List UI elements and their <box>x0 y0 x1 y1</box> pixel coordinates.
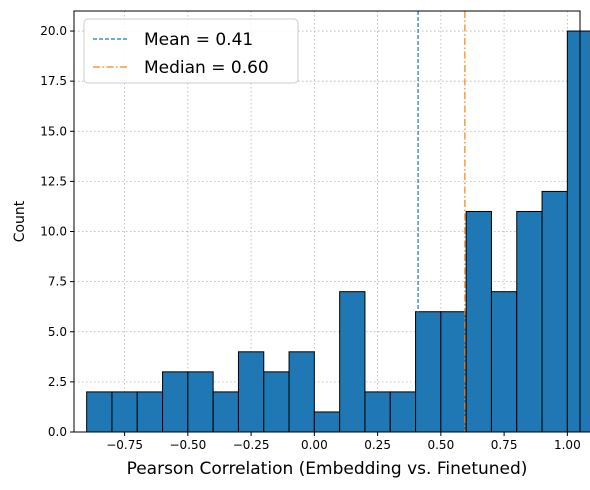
histogram-bar <box>415 311 442 433</box>
histogram-bar <box>364 391 391 433</box>
y-tick-label: 20.0 <box>40 24 67 38</box>
y-tick-label: 10.0 <box>40 225 67 239</box>
y-tick-label: 15.0 <box>40 124 67 138</box>
histogram-bar <box>162 371 189 433</box>
x-axis-ticks: −0.75 −0.50 −0.25 0.00 0.25 0.50 0.75 1.00 <box>106 432 581 452</box>
histogram-bar <box>86 391 113 433</box>
histogram-bar <box>237 351 265 433</box>
x-tick-label: 0.50 <box>427 438 454 452</box>
y-tick-label: 7.5 <box>48 275 67 289</box>
plot-frame <box>73 10 581 433</box>
legend: Mean = 0.41 Median = 0.60 <box>83 18 299 84</box>
x-tick-label: 0.75 <box>491 438 518 452</box>
histogram-bar <box>263 371 290 433</box>
y-tick-label: 17.5 <box>40 74 67 88</box>
histogram-bar <box>288 351 315 433</box>
y-tick-label: 12.5 <box>40 174 67 188</box>
histogram-bar <box>541 190 568 433</box>
x-axis-label: Pearson Correlation (Embedding vs. Finet… <box>127 459 528 479</box>
histogram-bar <box>111 391 138 433</box>
legend-entry: Mean = 0.41 <box>144 30 253 50</box>
histogram-bar <box>516 210 543 433</box>
x-tick-label: −0.25 <box>233 438 270 452</box>
histogram-bar <box>313 411 341 433</box>
legend-entry: Median = 0.60 <box>144 58 269 78</box>
y-tick-label: 2.5 <box>48 375 67 389</box>
histogram-bar <box>212 391 239 433</box>
histogram-bar <box>490 291 518 433</box>
x-tick-label: 0.00 <box>301 438 328 452</box>
histogram-bar <box>440 311 467 433</box>
histogram-bar <box>389 391 417 433</box>
x-tick-label: −0.75 <box>106 438 143 452</box>
x-tick-label: 0.25 <box>364 438 391 452</box>
legend-box <box>83 18 299 84</box>
x-tick-label: 1.00 <box>554 438 581 452</box>
histogram-bar <box>339 291 366 433</box>
histogram-bar <box>136 391 164 433</box>
histogram-bar <box>187 371 214 433</box>
y-axis-ticks: 0.0 2.5 5.0 7.5 10.0 12.5 15.0 17.5 20.0 <box>40 24 74 439</box>
y-axis-label: Count <box>12 200 28 242</box>
x-tick-label: −0.50 <box>169 438 206 452</box>
y-tick-label: 5.0 <box>48 325 67 339</box>
histogram-bar <box>465 210 492 433</box>
histogram-bars <box>86 30 590 433</box>
reference-lines <box>417 11 466 432</box>
y-tick-label: 0.0 <box>48 425 67 439</box>
histogram-bar <box>566 30 590 433</box>
